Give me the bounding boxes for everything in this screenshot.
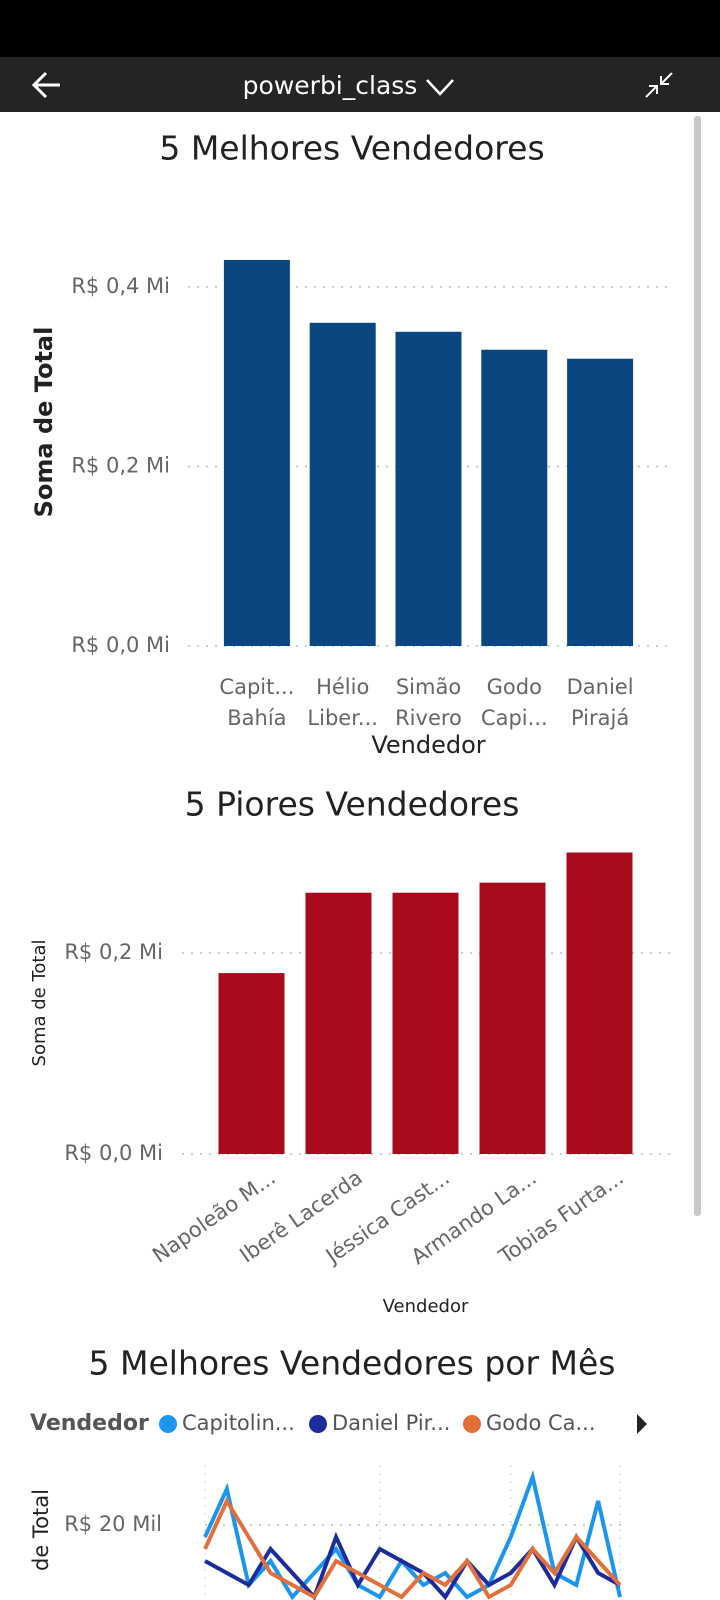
chart-title: 5 Melhores Vendedores por Mês [89,1344,616,1383]
y-axis-title: de Total [29,1489,53,1571]
back-button[interactable] [31,71,60,99]
bar [566,852,633,1154]
x-tick-line: Bahía [227,706,286,730]
dropdown-icon[interactable] [426,79,454,96]
x-tick-line: Hélio [316,675,369,699]
x-tick-line: Simão [396,675,461,699]
bar [395,331,462,646]
series-line [203,1496,622,1600]
x-tick-label: Capit... Bahía [219,675,294,730]
legend-label: Godo Ca... [486,1411,596,1435]
x-tick-line: Liber... [307,706,378,730]
legend-title: Vendedor [30,1411,149,1436]
collapse-button[interactable] [645,72,673,98]
y-tick-label: R$ 20 Mil [64,1512,162,1536]
legend-marker [159,1415,177,1433]
x-tick-line: Godo [487,675,542,699]
bar [223,259,290,646]
bar [567,358,634,646]
app-bar [0,57,720,112]
legend-marker [309,1415,327,1433]
legend-marker [463,1415,481,1433]
y-tick-label: R$ 0,2 Mi [71,453,170,477]
x-tick-line: Pirajá [571,706,629,730]
y-axis-title: Soma de Total [29,940,50,1067]
y-axis-title: Soma de Total [30,327,58,518]
y-tick-label: R$ 0,0 Mi [71,633,170,657]
x-tick-label: Hélio Liber... [307,675,378,730]
x-tick-line: Capit... [219,675,294,699]
x-axis-title: Vendedor [371,731,485,759]
legend-scroll[interactable] [637,1414,647,1434]
x-tick-label: Daniel Pirajá [567,675,634,730]
y-tick-label: R$ 0,2 Mi [64,940,163,964]
x-tick-line: Capi... [481,706,548,730]
charts: 5 Melhores Vendedores Soma de Total Vended… [29,129,670,1600]
x-axis-title: Vendedor [383,1296,469,1317]
x-tick-line: Rivero [395,706,462,730]
bar [479,882,546,1154]
scrollbar[interactable] [694,116,701,1216]
status-bar [0,0,720,57]
series-line [204,1531,621,1600]
x-tick-label: Simão Rivero [395,675,462,730]
y-tick-label: R$ 0,4 Mi [71,274,170,298]
bar [481,349,548,646]
legend-label: Capitolin... [182,1411,295,1435]
x-tick-line: Daniel [567,675,634,699]
bar [305,892,372,1154]
bar [218,973,285,1154]
chart-title: 5 Melhores Vendedores [159,129,544,168]
report-title[interactable]: powerbi_class [243,71,418,100]
legend-label: Daniel Pir... [332,1411,450,1435]
x-tick-label: Godo Capi... [481,675,548,730]
bar [309,322,376,646]
bar [392,892,459,1154]
y-tick-label: R$ 0,0 Mi [64,1141,163,1165]
chart-title: 5 Piores Vendedores [185,785,520,824]
series-line [203,1469,622,1600]
